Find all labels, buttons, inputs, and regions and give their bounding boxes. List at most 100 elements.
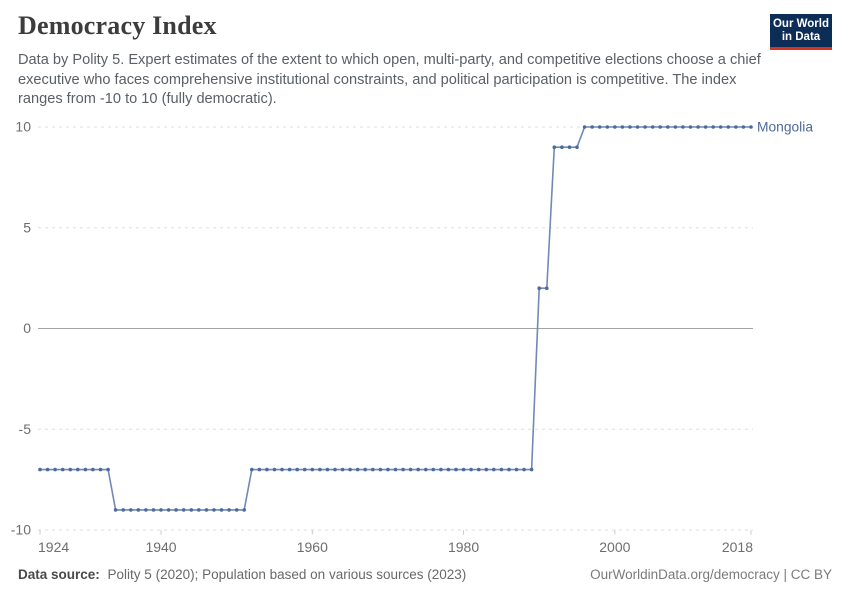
owid-logo-line1: Our World: [772, 17, 829, 30]
data-point[interactable]: [454, 467, 458, 472]
data-point[interactable]: [348, 467, 352, 472]
data-point[interactable]: [703, 125, 708, 129]
data-point[interactable]: [227, 508, 231, 512]
data-point[interactable]: [545, 286, 549, 291]
data-point[interactable]: [446, 467, 451, 472]
data-point[interactable]: [212, 508, 216, 512]
data-point[interactable]: [567, 145, 572, 149]
data-point[interactable]: [45, 467, 50, 472]
data-point[interactable]: [76, 467, 80, 472]
data-point[interactable]: [242, 508, 246, 512]
data-point[interactable]: [250, 467, 254, 472]
data-point[interactable]: [461, 467, 466, 472]
data-point[interactable]: [529, 467, 534, 472]
data-point[interactable]: [68, 467, 73, 472]
data-point[interactable]: [635, 125, 640, 129]
data-point[interactable]: [643, 125, 647, 129]
data-point[interactable]: [741, 125, 746, 129]
series-label-mongolia[interactable]: Mongolia: [757, 120, 813, 135]
data-point[interactable]: [136, 508, 141, 512]
data-point[interactable]: [401, 467, 405, 472]
data-point[interactable]: [650, 125, 655, 129]
data-point[interactable]: [355, 467, 360, 472]
data-point[interactable]: [537, 286, 541, 291]
data-point[interactable]: [280, 467, 284, 472]
data-point[interactable]: [159, 508, 163, 512]
data-point[interactable]: [711, 125, 715, 129]
data-point[interactable]: [393, 467, 398, 472]
data-point[interactable]: [181, 508, 186, 512]
data-point[interactable]: [734, 125, 738, 129]
data-point[interactable]: [726, 125, 731, 129]
data-point[interactable]: [60, 467, 65, 472]
data-point[interactable]: [144, 508, 148, 512]
data-point[interactable]: [340, 467, 345, 472]
data-point[interactable]: [424, 467, 428, 472]
data-point[interactable]: [582, 125, 587, 129]
data-point[interactable]: [408, 467, 413, 472]
data-point[interactable]: [522, 467, 526, 472]
data-point[interactable]: [129, 508, 133, 512]
data-point[interactable]: [272, 467, 277, 472]
data-point[interactable]: [439, 467, 443, 472]
series-line-mongolia[interactable]: [40, 126, 751, 511]
data-point[interactable]: [234, 508, 239, 512]
data-point[interactable]: [265, 467, 269, 472]
data-point[interactable]: [476, 467, 481, 472]
data-point[interactable]: [552, 145, 557, 149]
data-point[interactable]: [98, 467, 103, 472]
data-point[interactable]: [605, 125, 610, 129]
data-point[interactable]: [53, 467, 57, 472]
data-point[interactable]: [492, 467, 496, 472]
data-point[interactable]: [166, 508, 171, 512]
data-point[interactable]: [219, 508, 224, 512]
data-point[interactable]: [666, 125, 670, 129]
data-point[interactable]: [151, 508, 156, 512]
data-point[interactable]: [295, 467, 300, 472]
data-point[interactable]: [484, 467, 489, 472]
data-point[interactable]: [302, 467, 307, 472]
data-point[interactable]: [204, 508, 209, 512]
data-point[interactable]: [386, 467, 390, 472]
data-point[interactable]: [197, 508, 201, 512]
data-point[interactable]: [628, 125, 632, 129]
data-point[interactable]: [575, 145, 579, 149]
data-point[interactable]: [613, 125, 617, 129]
data-point[interactable]: [106, 467, 110, 472]
data-point[interactable]: [378, 467, 383, 472]
data-point[interactable]: [590, 125, 594, 129]
data-point[interactable]: [431, 467, 436, 472]
data-point[interactable]: [38, 467, 42, 472]
data-point[interactable]: [499, 467, 504, 472]
data-point[interactable]: [416, 467, 421, 472]
data-point[interactable]: [310, 467, 315, 472]
data-point[interactable]: [91, 467, 95, 472]
data-point[interactable]: [688, 125, 693, 129]
data-point[interactable]: [696, 125, 700, 129]
data-point[interactable]: [174, 508, 178, 512]
data-point[interactable]: [113, 508, 118, 512]
data-point[interactable]: [371, 467, 375, 472]
data-point[interactable]: [507, 467, 511, 472]
data-point[interactable]: [83, 467, 88, 472]
data-point[interactable]: [718, 125, 723, 129]
data-point[interactable]: [333, 467, 337, 472]
data-point[interactable]: [189, 508, 194, 512]
data-point[interactable]: [257, 467, 262, 472]
data-point[interactable]: [121, 508, 125, 512]
data-point[interactable]: [560, 145, 564, 149]
data-point[interactable]: [658, 125, 662, 129]
data-point[interactable]: [287, 467, 292, 472]
data-point[interactable]: [681, 125, 685, 129]
data-point[interactable]: [749, 125, 753, 129]
data-point[interactable]: [597, 125, 602, 129]
data-point[interactable]: [673, 125, 678, 129]
data-point[interactable]: [363, 467, 368, 472]
data-point[interactable]: [325, 467, 330, 472]
data-point[interactable]: [514, 467, 519, 472]
data-point[interactable]: [318, 467, 322, 472]
data-point[interactable]: [620, 125, 625, 129]
data-point[interactable]: [469, 467, 473, 472]
x-axis-tick-label: 1980: [448, 539, 479, 555]
